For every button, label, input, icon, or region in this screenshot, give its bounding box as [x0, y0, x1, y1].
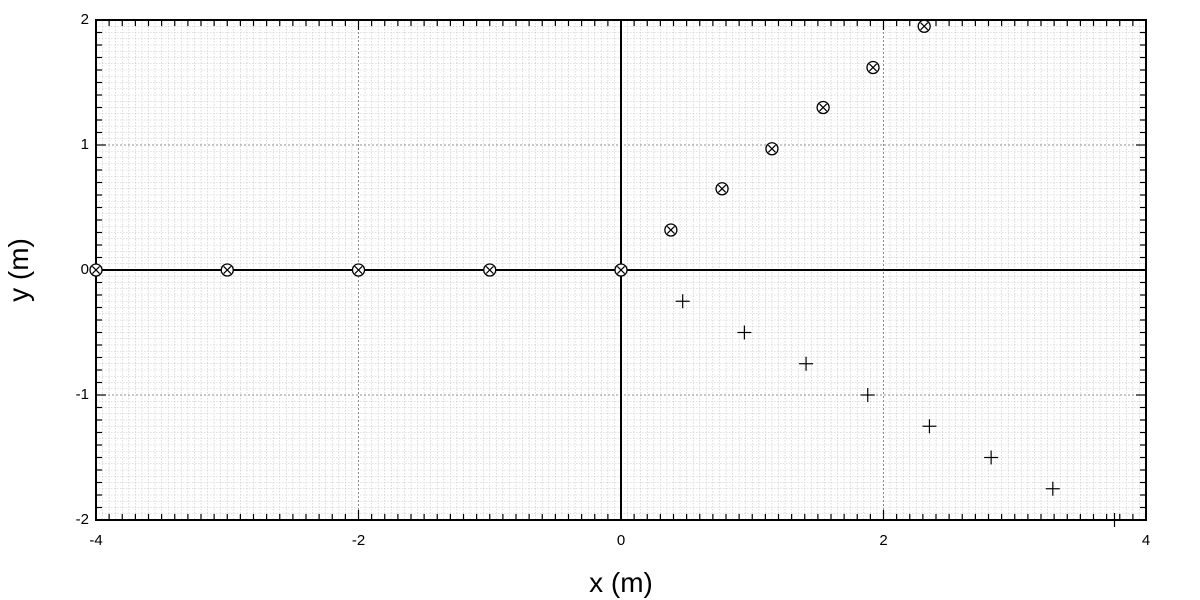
data-point-circle-x	[220, 263, 234, 277]
y-tick-labels: -2 -1 0 1 2	[76, 11, 89, 528]
data-point-plus	[984, 450, 999, 465]
data-point-plus	[799, 356, 814, 371]
x-tick-label: -4	[89, 532, 102, 549]
data-point-plus	[1045, 481, 1060, 496]
y-tick-label: -1	[76, 386, 89, 403]
y-axis-title: y (m)	[3, 238, 34, 302]
data-point-circle-x	[664, 223, 678, 237]
data-point-circle-x	[614, 263, 628, 277]
data-point-circle-x	[483, 263, 497, 277]
data-point-plus	[737, 325, 752, 340]
x-tick-label: 0	[617, 532, 625, 549]
y-tick-label: 1	[81, 136, 89, 153]
data-point-plus	[860, 388, 875, 402]
y-tick-label: -2	[76, 511, 89, 528]
data-point-plus	[675, 294, 690, 309]
data-points	[89, 19, 1122, 527]
data-point-circle-x	[715, 182, 729, 196]
data-point-circle-x	[89, 263, 103, 277]
data-point-circle-x	[917, 19, 931, 33]
data-point-circle-x	[866, 60, 880, 75]
x-tick-labels: -4 -2 0 2 4	[89, 532, 1150, 549]
data-point-plus	[922, 419, 937, 434]
y-tick-label: 2	[81, 11, 89, 28]
data-point-circle-x	[351, 263, 366, 277]
data-point-plus	[1107, 513, 1122, 527]
y-tick-label: 0	[81, 261, 89, 278]
x-tick-label: 2	[879, 532, 887, 549]
x-tick-label: -2	[352, 532, 365, 549]
data-point-circle-x	[816, 100, 830, 115]
x-axis-title: x (m)	[589, 567, 653, 598]
x-tick-label: 4	[1142, 532, 1150, 549]
data-point-circle-x	[765, 142, 779, 156]
